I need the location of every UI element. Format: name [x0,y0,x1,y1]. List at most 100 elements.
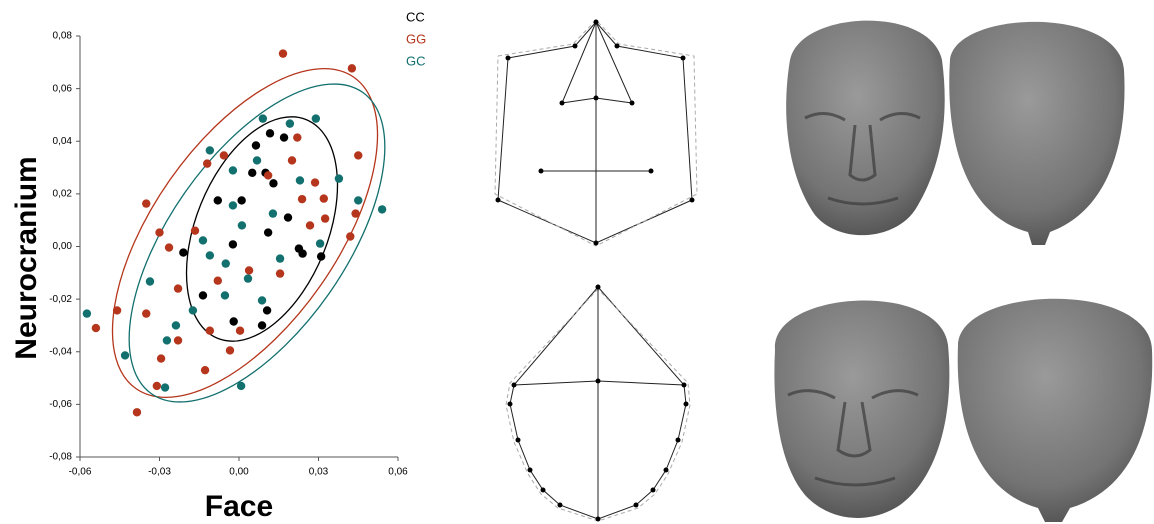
point [220,151,228,159]
wireframe-bottom [506,285,690,522]
point [317,252,325,260]
point [226,346,234,354]
point [221,291,229,299]
point [172,321,180,329]
point [174,284,182,292]
point [121,351,129,359]
point [133,408,141,416]
point [280,133,288,141]
point [201,366,209,374]
point [269,179,277,187]
point [276,269,284,277]
point [348,64,356,72]
point [206,146,214,154]
point [206,327,214,335]
point [165,243,173,251]
figure: Face Neurocranium -0,08 -0,06 -0,04 -0,02 0,… [0,0,1154,524]
point [346,232,354,240]
y-tick-label: -0,06 [49,399,72,410]
point [312,114,320,122]
y-tick-label: 0,00 [53,241,73,252]
y-tick-label: -0,08 [49,452,72,463]
point [163,336,171,344]
point [335,174,343,182]
point [253,156,261,164]
point [237,382,245,390]
point [142,199,150,207]
point [279,49,287,57]
point [229,240,237,248]
point [214,196,222,204]
point [222,259,230,267]
point [320,194,328,202]
point [206,251,214,259]
x-tick-label: -0,06 [69,467,92,478]
y-tick-label: -0,02 [49,294,72,305]
point [266,129,274,137]
point [259,114,267,122]
point [161,383,169,391]
point [203,159,211,167]
point [269,209,277,217]
point [199,291,207,299]
point [142,309,150,317]
point [263,306,271,314]
point [245,266,253,274]
y-tick-label: 0,06 [53,83,73,94]
point [248,169,256,177]
point [351,209,359,217]
x-tick-label: 0,03 [309,467,329,478]
point [92,324,100,332]
point [258,296,266,304]
point [155,228,163,236]
point [378,205,386,213]
point [230,317,238,325]
point [286,119,294,127]
point [296,176,304,184]
point [293,133,301,141]
point [316,239,324,247]
point [236,327,244,335]
point [276,254,284,262]
wireframe-top [495,20,697,247]
point [284,213,292,221]
point [264,228,272,236]
point [298,249,306,257]
y-tick-label: 0,04 [53,136,73,147]
point [113,306,121,314]
point [321,214,329,222]
ellipse-gc [79,42,434,444]
point [244,274,252,282]
point [306,221,314,229]
point [199,236,207,244]
face-renders [774,21,1152,522]
point [174,336,182,344]
point [214,277,222,285]
scatter-plot: Face Neurocranium -0,08 -0,06 -0,04 -0,02 0,… [10,9,435,522]
point [146,277,154,285]
point [229,166,237,174]
y-tick-label: 0,02 [53,189,73,200]
point [311,178,319,186]
legend-entry: CC [406,9,425,24]
legend-entry: GC [406,53,426,68]
point [264,171,272,179]
point [179,248,187,256]
point [229,201,237,209]
y-tick-label: -0,04 [49,346,72,357]
x-tick-label: 0,06 [388,467,408,478]
point [252,141,260,149]
x-tick-label: -0,03 [148,467,171,478]
point [288,156,296,164]
x-axis-label: Face [205,490,273,523]
point [238,221,246,229]
point [189,306,197,314]
point [191,227,199,235]
point [354,151,362,159]
point [153,382,161,390]
point [83,309,91,317]
y-axis-label: Neurocranium [10,156,43,359]
legend-entry: GG [406,31,426,46]
point [258,321,266,329]
y-tick-label: 0,08 [53,31,73,42]
